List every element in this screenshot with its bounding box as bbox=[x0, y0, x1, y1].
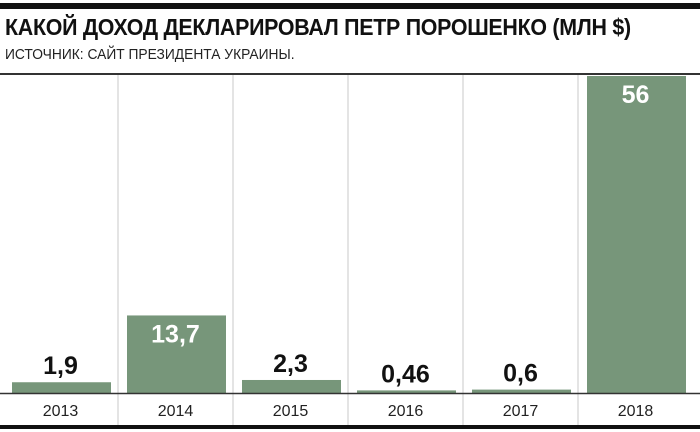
value-label: 1,9 bbox=[43, 352, 78, 380]
chart-title: КАКОЙ ДОХОД ДЕКЛАРИРОВАЛ ПЕТР ПОРОШЕНКО … bbox=[5, 14, 631, 40]
bar-2017 bbox=[472, 389, 571, 393]
value-label: 13,7 bbox=[151, 320, 200, 348]
value-label: 0,6 bbox=[503, 360, 538, 388]
top-rule bbox=[0, 3, 700, 9]
x-tick-label: 2015 bbox=[273, 403, 309, 420]
x-tick-label: 2014 bbox=[158, 403, 194, 420]
header-divider bbox=[0, 73, 700, 75]
bottom-rule bbox=[0, 425, 700, 429]
bar-2013 bbox=[12, 382, 111, 393]
chart-source: ИСТОЧНИК: САЙТ ПРЕЗИДЕНТА УКРАИНЫ. bbox=[5, 46, 295, 63]
bar-2015 bbox=[242, 379, 341, 393]
value-label: 0,46 bbox=[381, 360, 430, 388]
x-tick-label: 2016 bbox=[388, 403, 424, 420]
value-label: 56 bbox=[622, 81, 650, 109]
x-tick-label: 2017 bbox=[503, 403, 539, 420]
x-tick-label: 2013 bbox=[43, 403, 79, 420]
value-label: 2,3 bbox=[273, 350, 308, 378]
x-tick-label: 2018 bbox=[618, 403, 654, 420]
bar-2014 bbox=[127, 315, 226, 393]
bar-2016 bbox=[357, 390, 456, 393]
bar-2018 bbox=[587, 76, 686, 393]
